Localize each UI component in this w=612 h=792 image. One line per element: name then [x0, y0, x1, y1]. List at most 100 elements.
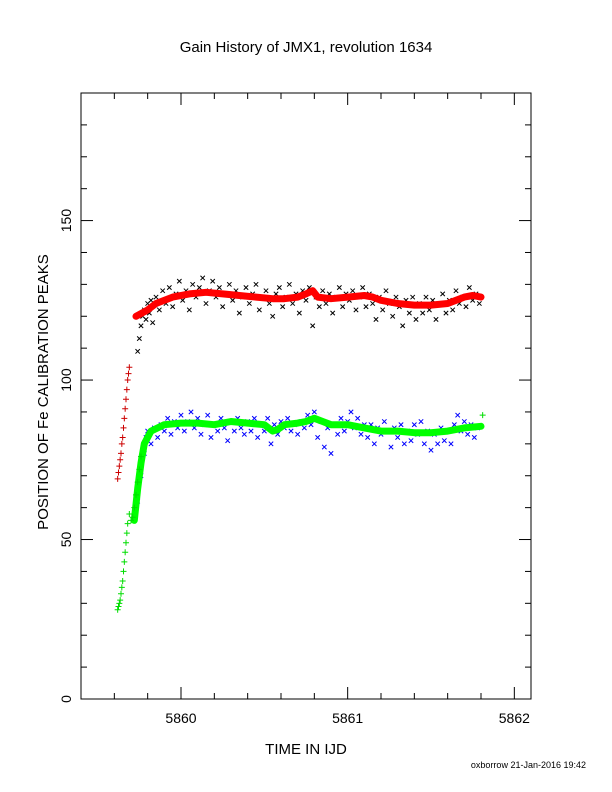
data-point: [117, 597, 124, 604]
data-point: [348, 409, 354, 415]
footer-credit: oxborrow 21-Jan-2016 19:42: [471, 760, 586, 770]
data-point: [280, 304, 286, 310]
data-point: [455, 412, 461, 418]
data-point: [256, 307, 262, 313]
data-point: [114, 606, 121, 613]
data-point: [441, 438, 447, 444]
data-point: [388, 444, 394, 450]
data-point: [290, 300, 296, 307]
data-point: [423, 294, 429, 300]
y-axis-label: POSITION OF Fe CALIBRATION PEAKS: [35, 254, 52, 530]
data-point: [276, 285, 282, 291]
data-point: [119, 577, 126, 584]
data-point: [448, 441, 454, 447]
axis-ticks: [80, 92, 531, 700]
data-point: [295, 431, 301, 437]
data-point: [401, 441, 407, 447]
data-point: [210, 278, 216, 284]
data-point: [340, 304, 346, 310]
data-point: [418, 418, 424, 425]
data-point: [124, 520, 131, 527]
data-point: [168, 431, 174, 437]
data-point: [125, 370, 132, 377]
data-point: [355, 415, 361, 421]
data-point: [335, 431, 341, 437]
data-point: [123, 396, 129, 403]
data-point: [117, 456, 124, 463]
data-point: [360, 285, 366, 291]
data-point: [316, 304, 322, 310]
data-point: [205, 412, 211, 418]
data-point: [440, 291, 446, 297]
data-point: [363, 304, 369, 310]
data-point: [393, 294, 399, 300]
data-point: [395, 434, 401, 441]
data-point: [134, 479, 141, 486]
data-point: [265, 415, 271, 421]
data-point: [220, 304, 226, 310]
data-point: [251, 415, 257, 421]
data-point: [208, 434, 214, 441]
data-point: [186, 307, 192, 313]
data-point: [328, 450, 334, 456]
data-point: [241, 431, 247, 437]
chart-title: Gain History of JMX1, revolution 1634: [180, 39, 433, 56]
data-point: [465, 431, 471, 437]
data-point: [310, 323, 316, 329]
data-point: [129, 514, 136, 521]
data-point: [236, 310, 242, 316]
data-point: [371, 441, 377, 447]
data-point: [410, 294, 416, 300]
series-0: [135, 275, 482, 354]
data-point: [165, 415, 171, 421]
data-point: [115, 469, 122, 476]
data-point: [365, 434, 371, 441]
plot-frame: [80, 92, 532, 700]
data-point: [476, 300, 482, 307]
data-point: [123, 539, 129, 546]
data-point: [181, 428, 187, 434]
data-point: [176, 278, 182, 284]
data-point: [320, 288, 326, 294]
data-point: [358, 431, 364, 437]
data-point: [231, 428, 237, 434]
series-2: [131, 409, 481, 523]
data-series: [114, 275, 486, 613]
data-point: [321, 444, 327, 450]
data-point: [114, 475, 121, 482]
data-point: [243, 285, 249, 291]
data-point: [116, 600, 123, 607]
data-point: [178, 412, 184, 418]
data-point: [453, 288, 459, 294]
data-point: [216, 285, 222, 291]
data-point: [133, 491, 139, 498]
data-point: [373, 316, 379, 323]
data-point: [156, 307, 162, 313]
data-point: [248, 428, 254, 434]
data-point: [188, 409, 194, 415]
data-point: [118, 584, 125, 591]
data-point: [411, 422, 417, 428]
data-point: [116, 463, 123, 470]
data-point: [398, 422, 404, 428]
data-point: [225, 438, 231, 444]
data-point: [420, 310, 426, 316]
data-point: [118, 590, 124, 597]
data-point: [126, 511, 133, 518]
data-point: [413, 316, 419, 323]
data-point: [303, 297, 309, 303]
x-tick-label: 5860: [165, 710, 196, 726]
data-point: [311, 409, 317, 415]
data-point: [119, 434, 126, 441]
data-point: [370, 300, 376, 307]
data-point: [131, 504, 138, 511]
data-point: [479, 412, 486, 419]
data-point: [138, 453, 144, 460]
data-point: [296, 310, 302, 316]
data-point: [285, 415, 291, 421]
data-point: [203, 300, 209, 307]
x-axis-label: TIME IN IJD: [265, 741, 347, 758]
y-tick-label: 50: [58, 532, 74, 548]
data-point: [136, 466, 143, 473]
